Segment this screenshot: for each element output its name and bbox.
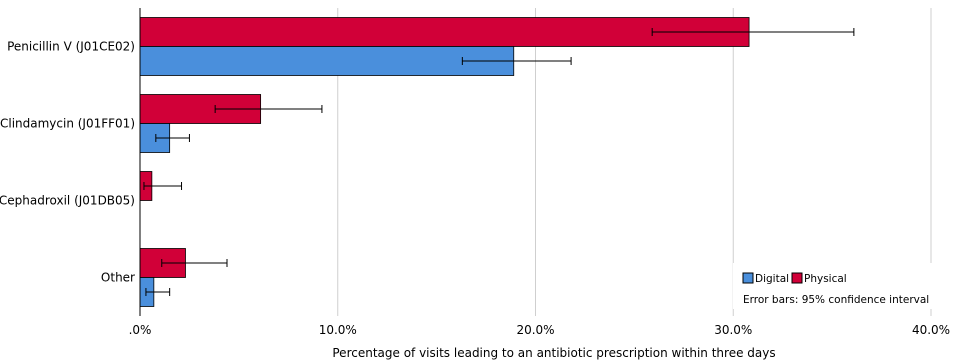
error-bars-layer [143, 28, 855, 296]
category-label: Cephadroxil (J01DB05) [0, 194, 135, 208]
legend-swatch-physical [791, 272, 803, 284]
category-label: Penicillin V (J01CE02) [7, 40, 135, 54]
x-tick-labels: .0% 10.0% 20.0% 30.0% 40.0% [129, 323, 950, 337]
category-label: Clindamycin (J01FF01) [0, 117, 135, 131]
category-label: Other [101, 271, 135, 285]
legend-label-physical: Physical [804, 273, 847, 285]
x-tick-label: 30.0% [714, 323, 752, 337]
x-tick-label: 10.0% [319, 323, 357, 337]
legend-swatch-digital [742, 272, 754, 284]
legend-box [733, 263, 947, 309]
bar-digital [139, 46, 515, 76]
legend-label-digital: Digital [755, 273, 789, 285]
x-tick-label: 20.0% [516, 323, 554, 337]
category-labels: Penicillin V (J01CE02) Clindamycin (J01FF… [0, 40, 135, 285]
x-tick-label: .0% [129, 323, 152, 337]
error-bar-note: Error bars: 95% confidence interval [743, 294, 929, 306]
legend: Digital Physical Error bars: 95% confide… [733, 263, 947, 309]
x-axis-title: Percentage of visits leading to an antib… [332, 346, 775, 360]
x-tick-label: 40.0% [912, 323, 950, 337]
